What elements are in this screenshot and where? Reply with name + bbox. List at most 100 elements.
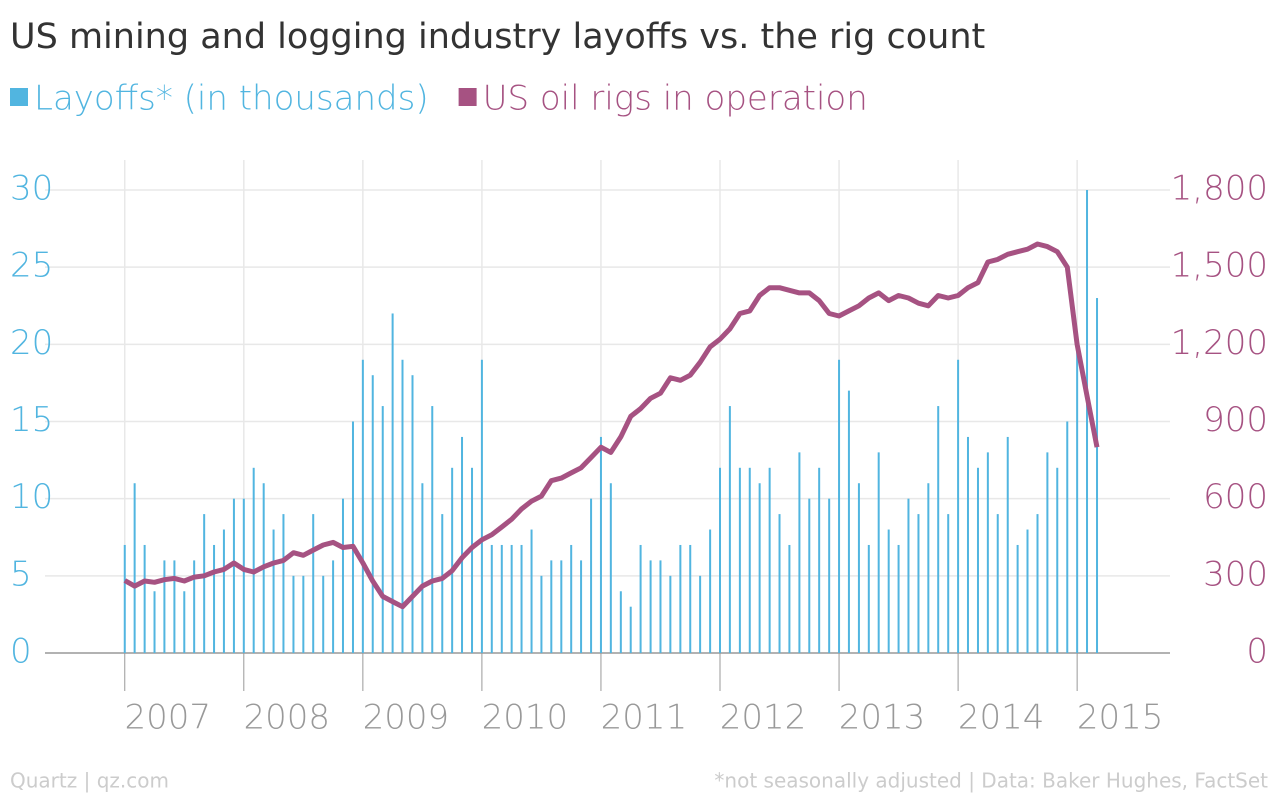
x-tick-label: 2009 [363,698,450,738]
bar [381,406,384,653]
y-tick-label: 0 [10,632,32,672]
bar [163,560,166,653]
bar [1046,452,1049,653]
bar [937,406,940,653]
x-tick-label: 2008 [244,698,331,738]
bar [649,560,652,653]
x-tick-label: 2010 [482,698,569,738]
bar [966,436,969,653]
bar [471,467,474,653]
bar [1086,190,1089,653]
y-tick-label: 15 [10,400,53,440]
y2-tick-label: 600 [1203,477,1268,517]
bar [808,498,811,653]
bar [242,498,245,653]
bar [758,483,761,653]
y-tick-label: 25 [10,246,53,286]
bar [709,529,712,653]
bar [123,544,126,653]
bar [193,560,196,653]
bar [669,575,672,653]
bar [272,529,275,653]
bar [877,452,880,653]
bar [461,436,464,653]
bar [371,375,374,653]
bar [520,544,523,653]
bar [996,514,999,653]
bar [719,467,721,653]
bar [351,421,354,653]
bar [927,483,930,653]
bar [580,560,583,653]
bar [659,560,662,653]
bar [629,606,632,653]
bar [203,514,206,653]
bar [728,406,731,653]
bar [897,544,900,653]
bar [451,467,454,653]
bar [857,483,860,653]
bar [867,544,870,653]
bar [679,544,682,653]
line [123,241,1100,610]
y2-tick-label: 1,500 [1171,246,1268,286]
bar [133,483,136,653]
bar [748,467,751,653]
bar [431,406,434,653]
bar [689,544,692,653]
bar [619,591,622,653]
x-tick-label: 2013 [839,698,926,738]
bar [1026,529,1029,653]
legend-label: US oil rigs in operation [483,79,868,119]
bar [540,575,543,653]
bar [222,529,225,653]
bar [213,544,216,653]
chart-title: US mining and logging industry layoffs v… [10,17,985,57]
bar [411,375,414,653]
bar [1016,544,1019,653]
bar [609,483,612,653]
y2-tick-label: 300 [1203,554,1268,594]
bar [768,467,771,653]
y2-tick-label: 1,200 [1171,323,1268,363]
bar [510,544,513,653]
source: Quartz | qz.com [10,769,169,793]
y2-tick-label: 0 [1246,632,1268,672]
x-tick-label: 2011 [601,698,688,738]
bar [957,359,960,653]
bar [550,560,553,653]
bar [391,313,394,653]
bar [947,514,950,653]
x-tick-label: 2014 [958,698,1045,738]
x-tick-label: 2015 [1077,698,1164,738]
bar [907,498,910,653]
bar [828,498,831,653]
bar [341,498,344,653]
bar [252,467,255,653]
legend-swatch [10,88,28,106]
bar [401,359,404,653]
bar [738,467,741,653]
note: *not seasonally adjusted | Data: Baker H… [714,769,1268,793]
bar [788,544,791,653]
bar [490,544,493,653]
bar [560,560,563,653]
bar [312,514,315,653]
bar [1066,421,1069,653]
bar [292,575,295,653]
legend-swatch [458,88,477,106]
bar [322,575,325,653]
bar [421,483,424,653]
bar [153,591,156,653]
y-tick-label: 20 [10,323,53,363]
bar [778,514,781,653]
bar [530,529,533,653]
bar [1076,344,1079,653]
bar [986,452,989,653]
bar [282,514,285,653]
bar [332,560,335,653]
bar [1006,436,1009,653]
bar [143,544,146,653]
y2-tick-label: 1,800 [1171,169,1268,209]
bar [480,359,483,653]
